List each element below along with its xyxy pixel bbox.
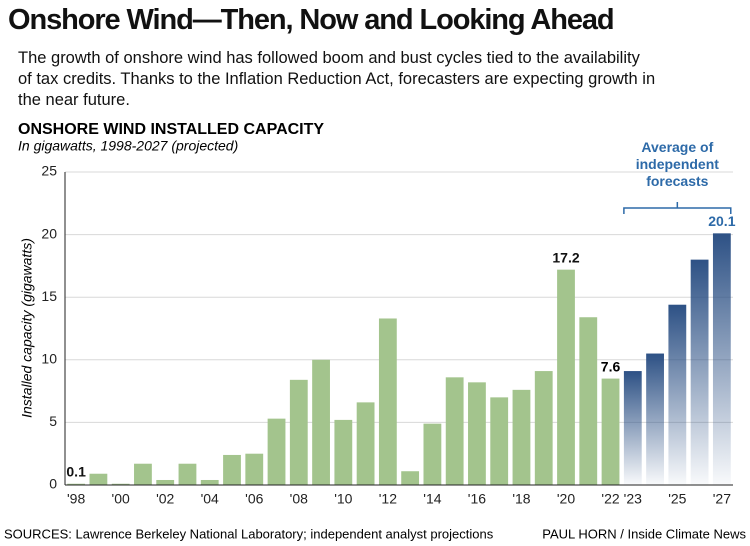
bracket bbox=[623, 202, 732, 214]
credit: PAUL HORN / Inside Climate News bbox=[542, 526, 746, 541]
bar bbox=[312, 359, 330, 485]
x-tick-label: '00 bbox=[112, 491, 130, 507]
bar bbox=[668, 304, 687, 485]
subtitle: The growth of onshore wind has followed … bbox=[18, 49, 656, 109]
bar bbox=[690, 259, 709, 485]
bar bbox=[557, 269, 575, 485]
bar bbox=[356, 402, 375, 485]
y-tick-label: 15 bbox=[41, 288, 57, 304]
y-tick-label: 25 bbox=[41, 163, 57, 179]
bar bbox=[178, 463, 197, 485]
bar bbox=[267, 418, 286, 485]
bar bbox=[156, 479, 175, 485]
bar bbox=[445, 377, 464, 485]
x-tick-label: '04 bbox=[201, 491, 219, 507]
bar bbox=[134, 463, 152, 485]
y-axis-label: Installed capacity (gigawatts) bbox=[19, 238, 35, 418]
bar bbox=[334, 419, 353, 485]
x-tick-label: '08 bbox=[290, 491, 308, 507]
y-tick-label: 5 bbox=[49, 413, 57, 429]
x-tick-label: '10 bbox=[334, 491, 352, 507]
y-tick-label: 10 bbox=[41, 351, 57, 367]
x-tick-label: '20 bbox=[557, 491, 575, 507]
x-tick-label: '16 bbox=[468, 491, 486, 507]
chart-subtitle: In gigawatts, 1998-2027 (projected) bbox=[18, 138, 238, 154]
bar bbox=[534, 371, 553, 485]
bar bbox=[89, 473, 108, 485]
bar bbox=[401, 471, 420, 485]
source: SOURCES: Lawrence Berkeley National Labo… bbox=[4, 526, 494, 541]
annotation: Average of independent forecasts bbox=[636, 139, 720, 189]
bar bbox=[468, 382, 486, 485]
bar bbox=[67, 483, 86, 485]
x-tick-label: '06 bbox=[245, 491, 263, 507]
value-label: 17.2 bbox=[552, 249, 579, 265]
x-tick-label: '23 bbox=[624, 491, 642, 507]
bar bbox=[423, 423, 442, 485]
bar bbox=[623, 371, 642, 485]
value-label: 20.1 bbox=[708, 213, 735, 229]
chart-title: ONSHORE WIND INSTALLED CAPACITY bbox=[18, 121, 324, 138]
value-label: 0.1 bbox=[66, 463, 86, 479]
bar bbox=[111, 483, 130, 485]
x-tick-label: '14 bbox=[423, 491, 441, 507]
title: Onshore Wind—Then, Now and Looking Ahead bbox=[8, 4, 615, 36]
x-tick-label: '27 bbox=[713, 491, 731, 507]
annotation: 7.6 bbox=[601, 358, 621, 374]
x-tick-label: '25 bbox=[668, 491, 686, 507]
bar bbox=[490, 397, 509, 485]
bar bbox=[601, 378, 620, 485]
bar bbox=[200, 479, 219, 485]
x-tick-label: '22 bbox=[601, 491, 619, 507]
y-tick-label: 0 bbox=[49, 476, 57, 492]
x-tick-label: '98 bbox=[67, 491, 85, 507]
bar bbox=[223, 454, 241, 485]
y-tick-label: 20 bbox=[41, 225, 57, 241]
bar bbox=[712, 233, 731, 485]
x-tick-label: '12 bbox=[379, 491, 397, 507]
x-tick-label: '18 bbox=[512, 491, 530, 507]
bar bbox=[512, 389, 531, 485]
bar bbox=[245, 453, 264, 485]
bar bbox=[378, 318, 397, 485]
bar bbox=[289, 379, 308, 485]
x-tick-label: '02 bbox=[156, 491, 174, 507]
bar bbox=[579, 317, 598, 485]
bar bbox=[646, 353, 664, 485]
